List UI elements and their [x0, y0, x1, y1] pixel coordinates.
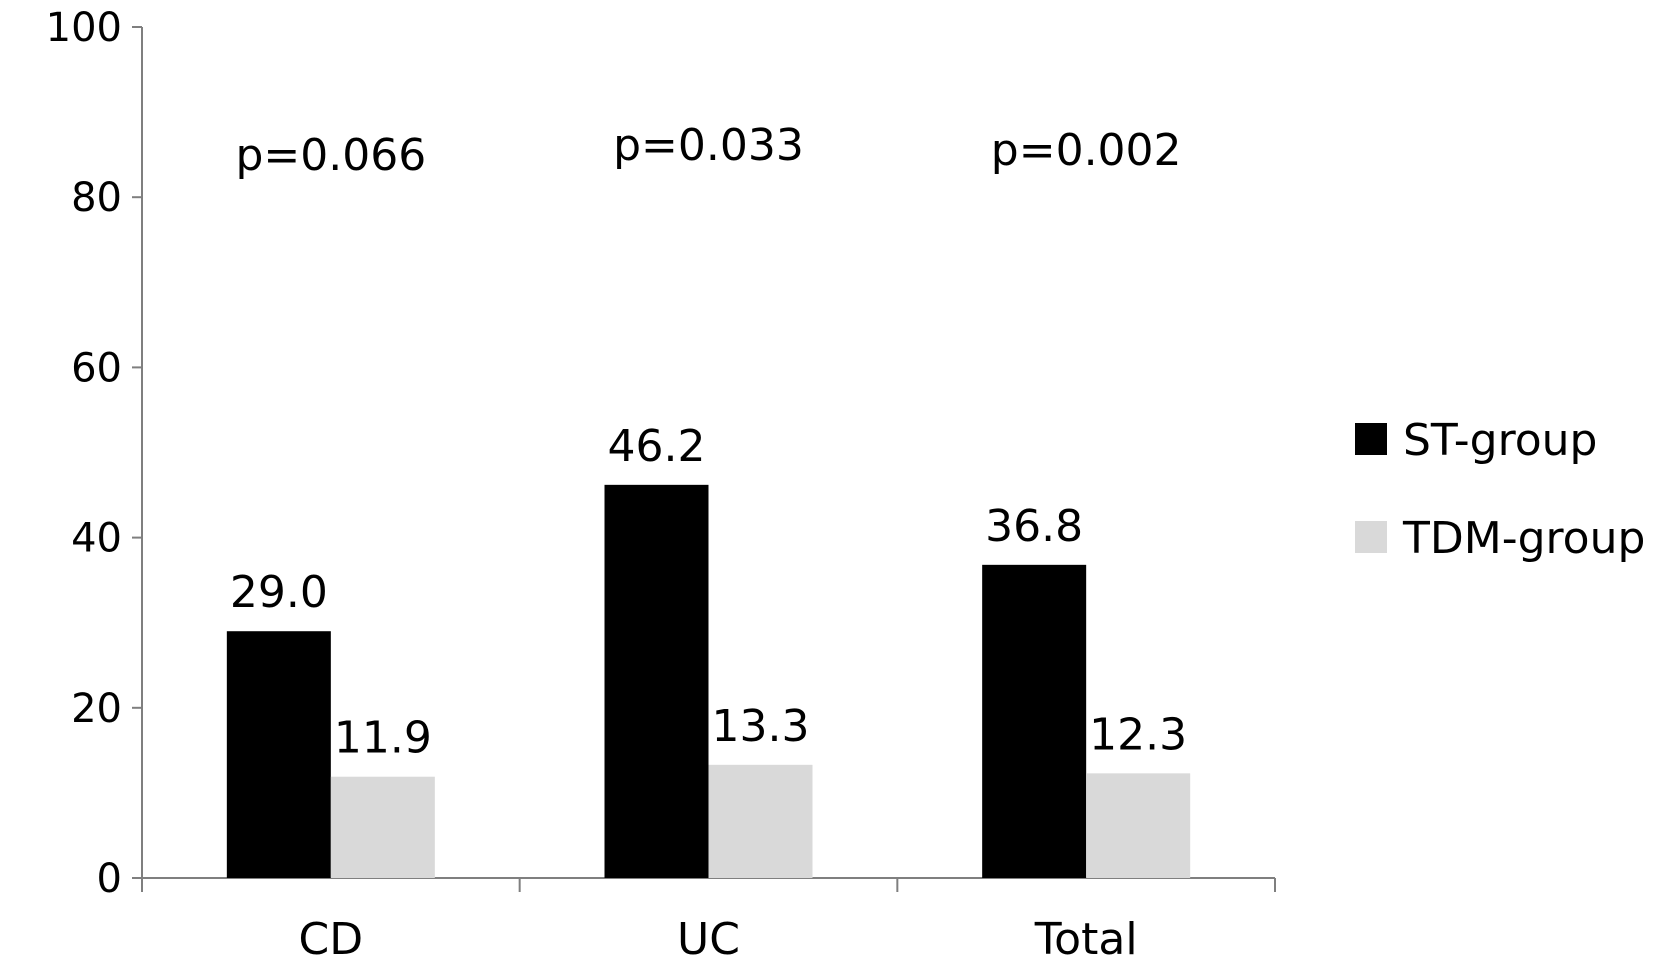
y-tick-label: 40	[71, 516, 122, 562]
chart-labels: 29.0 11.9 CD p=0.066 46.2 13.3 UC p=0.033 36.8 12…	[230, 120, 1187, 965]
p-value-annotation: p=0.002	[991, 125, 1182, 176]
x-category-label: UC	[677, 914, 740, 965]
chart-bars	[226, 484, 1191, 878]
data-label: 13.3	[712, 701, 810, 752]
bar-st-group-uc	[604, 484, 709, 878]
data-label: 11.9	[334, 713, 432, 764]
x-category-label: CD	[299, 914, 364, 965]
data-label: 29.0	[230, 567, 328, 618]
chart-legend: ST-group TDM-group	[1355, 415, 1645, 564]
legend-label: TDM-group	[1402, 513, 1645, 564]
bar-tdm-group-total	[1086, 773, 1191, 878]
bar-tdm-group-cd	[330, 776, 435, 878]
chart-axes: 0 20 40 60 80 100	[46, 5, 1276, 902]
bar-st-group-cd	[226, 631, 331, 878]
legend-label: ST-group	[1403, 415, 1597, 466]
y-tick-label: 0	[97, 856, 122, 902]
legend-swatch	[1355, 423, 1387, 455]
data-label: 12.3	[1089, 709, 1187, 760]
bar-st-group-total	[982, 564, 1087, 878]
y-tick-label: 20	[71, 686, 122, 732]
legend-swatch	[1355, 521, 1387, 553]
x-category-label: Total	[1034, 914, 1138, 965]
y-tick-label: 100	[46, 5, 122, 51]
data-label: 46.2	[608, 421, 706, 472]
p-value-annotation: p=0.066	[235, 130, 426, 181]
bar-tdm-group-uc	[708, 764, 813, 878]
y-tick-label: 80	[71, 175, 122, 221]
p-value-annotation: p=0.033	[613, 120, 804, 171]
y-tick-label: 60	[71, 345, 122, 391]
data-label: 36.8	[985, 501, 1083, 552]
